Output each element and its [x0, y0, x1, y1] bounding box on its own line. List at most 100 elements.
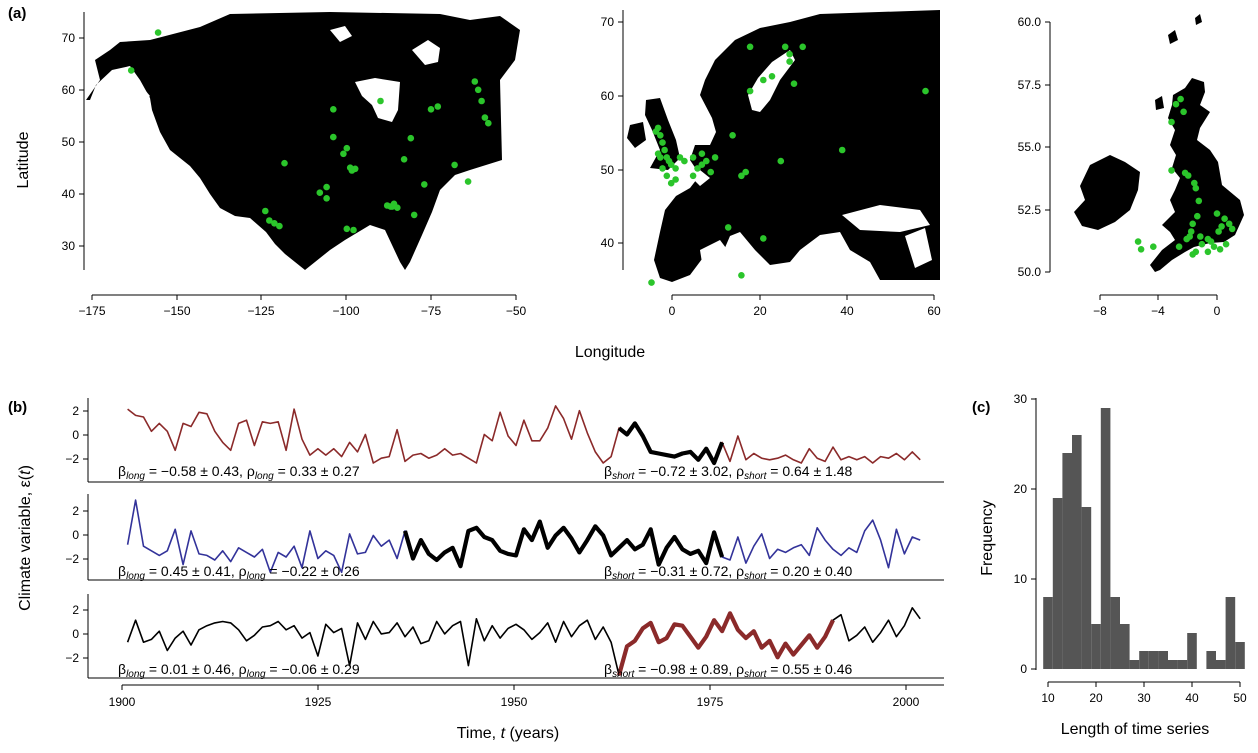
tick-label: 0: [1214, 304, 1221, 318]
site-point: [262, 207, 269, 215]
site-point: [471, 78, 479, 85]
site-point: [410, 211, 418, 219]
series-3-short-window: [616, 611, 835, 676]
site-point: [738, 172, 745, 180]
site-point: [1189, 251, 1196, 258]
site-point: [661, 146, 668, 154]
site-point: [1195, 197, 1203, 205]
site-point: [1197, 233, 1204, 240]
site-point: [1168, 167, 1175, 174]
site-point: [1207, 238, 1215, 245]
site-point: [1198, 240, 1206, 248]
site-point: [742, 168, 749, 176]
histogram-bar: [1062, 453, 1072, 669]
uk-xticks: −8 −4 0: [1093, 295, 1221, 318]
stat-short-1: βshort = −0.72 ± 3.02, ρshort = 0.64 ± 1…: [604, 463, 853, 482]
tick-label: −125: [247, 304, 274, 318]
stat-long-2: βlong = 0.45 ± 0.41, ρlong = −0.22 ± 0.2…: [118, 563, 360, 582]
site-point: [281, 159, 288, 167]
histogram-bar: [1100, 408, 1111, 669]
site-point: [1204, 248, 1212, 256]
site-point: [790, 80, 798, 87]
histogram-bar: [1148, 651, 1159, 669]
tick-label: −100: [332, 304, 359, 318]
site-point: [681, 157, 688, 165]
site-point: [316, 189, 324, 196]
site-point: [276, 222, 283, 230]
site-point: [652, 128, 660, 135]
hist-x-label: Length of time series: [1061, 721, 1210, 738]
series-2-lines: [126, 499, 921, 574]
histogram-bar: [1043, 597, 1053, 669]
site-point: [659, 165, 666, 172]
site-point: [1215, 228, 1222, 235]
site-point: [481, 114, 489, 121]
tick-label: 2000: [893, 695, 920, 709]
europe-sites: [648, 43, 929, 286]
series-1-lines: [127, 405, 921, 466]
series-1-short-window: [617, 421, 725, 466]
site-point: [648, 279, 655, 286]
ts-xticks: 1900 1925 1950 1975 2000: [109, 684, 944, 709]
na-yticks: 70 60 50 40 30: [62, 31, 84, 253]
site-point: [746, 87, 754, 95]
site-point: [407, 134, 415, 142]
site-point: [694, 165, 701, 172]
tick-label: 57.5: [1018, 78, 1042, 92]
tick-label: −75: [421, 304, 442, 318]
histogram-bar: [1072, 435, 1082, 669]
north-america-sites: [127, 29, 492, 234]
tick-label: −150: [163, 304, 190, 318]
site-point: [343, 225, 351, 233]
site-point: [1184, 172, 1192, 179]
histogram-bar: [1225, 597, 1236, 669]
europe-land: [627, 10, 940, 282]
tick-label: 10: [1014, 572, 1028, 586]
site-point: [451, 161, 458, 169]
longitude-axis-label: Longitude: [575, 344, 645, 361]
tick-label: −8: [1093, 304, 1107, 318]
map-europe: 70 60 50 40 0 20 40 60: [601, 10, 941, 318]
eu-yticks: 70 60 50 40: [601, 15, 623, 250]
ts2-yticks: 2 0 −2: [65, 504, 88, 566]
site-point: [478, 97, 485, 105]
british-isles-sites: [1134, 95, 1236, 258]
site-point: [1218, 223, 1225, 230]
stat-long-3: βlong = 0.01 ± 0.46, ρlong = −0.06 ± 0.2…: [118, 661, 360, 680]
site-point: [394, 204, 401, 211]
eu-xticks: 0 20 40 60: [669, 295, 941, 318]
site-point: [1228, 225, 1236, 233]
site-point: [1189, 220, 1196, 228]
histogram-bar: [1158, 651, 1168, 669]
site-point: [1172, 100, 1180, 108]
map-north-america: 70 60 50 40 30 −175 −150 −125 −100 −75 −…: [62, 12, 527, 318]
tick-label: 1950: [501, 695, 528, 709]
site-point: [1186, 233, 1193, 240]
panel-label-b: (b): [8, 399, 27, 416]
site-point: [724, 224, 732, 231]
site-point: [667, 179, 675, 187]
site-point: [1134, 238, 1142, 245]
site-point: [1222, 240, 1230, 248]
site-point: [738, 272, 745, 279]
site-point: [659, 139, 666, 146]
climate-axis-label: Climate variable, ε(t): [17, 465, 34, 611]
tick-label: 50.0: [1018, 265, 1042, 279]
site-point: [1191, 179, 1198, 187]
tick-label: 30: [1014, 392, 1028, 406]
site-point: [786, 58, 793, 65]
site-point: [689, 172, 697, 180]
ts-panel: 2 0 −2 2 0 −2 2 0 −2 βlong = −0.58 ± 0.4…: [17, 398, 944, 742]
site-point: [838, 146, 846, 154]
hist-xticks: 10 20 30 40 50: [1041, 682, 1247, 705]
tick-label: 0: [72, 428, 79, 442]
tick-label: 50: [1233, 691, 1247, 705]
hist-y-label: Frequency: [979, 500, 996, 576]
site-point: [1192, 184, 1200, 192]
site-point: [760, 235, 767, 242]
site-point: [1177, 95, 1184, 103]
site-point: [698, 150, 706, 157]
histogram-bar: [1052, 498, 1063, 669]
site-point: [330, 133, 337, 141]
site-point: [746, 43, 754, 51]
